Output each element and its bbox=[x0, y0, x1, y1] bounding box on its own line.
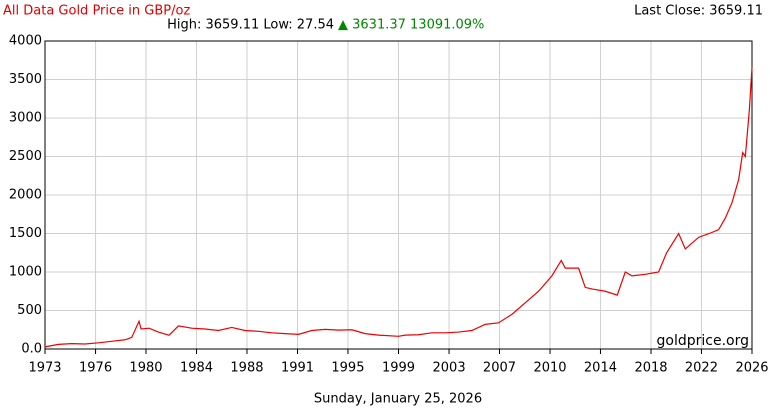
x-tick-label: 2010 bbox=[533, 361, 566, 376]
y-tick-label: 3000 bbox=[9, 111, 42, 126]
x-tick-label: 1976 bbox=[79, 361, 112, 376]
y-tick-label: 4000 bbox=[9, 34, 42, 49]
x-tick-label: 1988 bbox=[230, 361, 263, 376]
y-tick-label: 500 bbox=[17, 303, 42, 318]
x-tick-label: 2003 bbox=[433, 361, 466, 376]
y-tick-label: 0.0 bbox=[21, 342, 42, 357]
plot-frame bbox=[44, 40, 753, 350]
x-tick-label: 2014 bbox=[584, 361, 617, 376]
x-tick-label: 2026 bbox=[735, 361, 768, 376]
summary: High: 3659.11 Low: 27.54 bbox=[167, 18, 334, 33]
price-line bbox=[44, 67, 753, 348]
last-close: Last Close: 3659.11 bbox=[634, 4, 763, 19]
chart-title: All Data Gold Price in GBP/oz bbox=[3, 4, 190, 19]
x-tick-label: 1999 bbox=[382, 361, 415, 376]
change: ▲ 3631.37 13091.09% bbox=[338, 18, 484, 33]
date: Sunday, January 25, 2026 bbox=[314, 392, 482, 407]
watermark: goldprice.org bbox=[657, 333, 749, 349]
x-tick-label: 1991 bbox=[281, 361, 314, 376]
x-tick-label: 1995 bbox=[331, 361, 364, 376]
y-tick-label: 1500 bbox=[9, 226, 42, 241]
x-tick-label: 1980 bbox=[129, 361, 162, 376]
x-tick-label: 2022 bbox=[685, 361, 718, 376]
x-tick-label: 1973 bbox=[28, 361, 61, 376]
x-tick-label: 2018 bbox=[634, 361, 667, 376]
y-tick-label: 2500 bbox=[9, 149, 42, 164]
x-tick-label: 2007 bbox=[483, 361, 516, 376]
x-tick-label: 1984 bbox=[180, 361, 213, 376]
y-tick-label: 2000 bbox=[9, 188, 42, 203]
y-tick-label: 1000 bbox=[9, 265, 42, 280]
y-tick-label: 3500 bbox=[9, 72, 42, 87]
